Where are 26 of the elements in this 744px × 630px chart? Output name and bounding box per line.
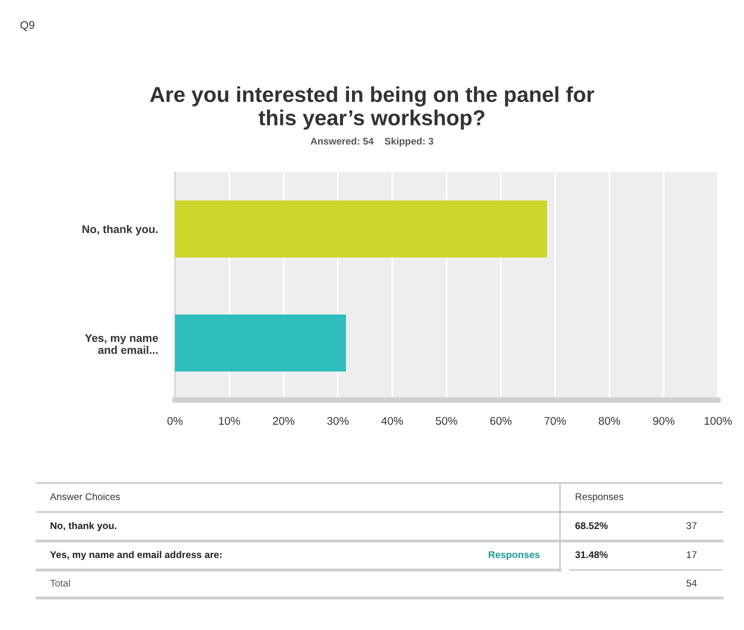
x-tick-label: 40% xyxy=(381,416,403,425)
x-tick-label: 80% xyxy=(598,416,620,425)
x-tick-label: 90% xyxy=(653,416,674,425)
chart-subtitle: Answered: 54 Skipped: 3 xyxy=(310,137,434,147)
text: Q9 xyxy=(20,21,34,31)
x-tick-label: 20% xyxy=(273,416,294,425)
text: 17 xyxy=(686,551,697,558)
x-tick-label: 100% xyxy=(704,416,732,425)
x-tick-label: 50% xyxy=(436,416,458,425)
x-tick-label: 0% xyxy=(167,416,183,425)
text: 54 xyxy=(686,580,697,587)
text: Responses xyxy=(576,493,624,502)
text: Total xyxy=(50,579,70,587)
chart-title: Are you interested in being on the panel for this year’s workshop? xyxy=(150,86,594,130)
text: 37 xyxy=(686,522,697,530)
text: 68.52% xyxy=(575,522,608,530)
x-tick-label: 30% xyxy=(327,416,349,425)
text: Responses xyxy=(488,551,540,560)
text: Answer Choices xyxy=(50,492,120,500)
x-tick-label: 70% xyxy=(544,416,566,425)
text: Yes, my name and email address are: xyxy=(50,550,222,560)
text: No, thank you. xyxy=(50,522,116,532)
x-tick-label: 60% xyxy=(490,416,512,425)
text: 31.48% xyxy=(575,551,608,558)
y-tick-label: Yes, my name and email... xyxy=(85,334,158,354)
x-tick-label: 10% xyxy=(219,416,240,425)
